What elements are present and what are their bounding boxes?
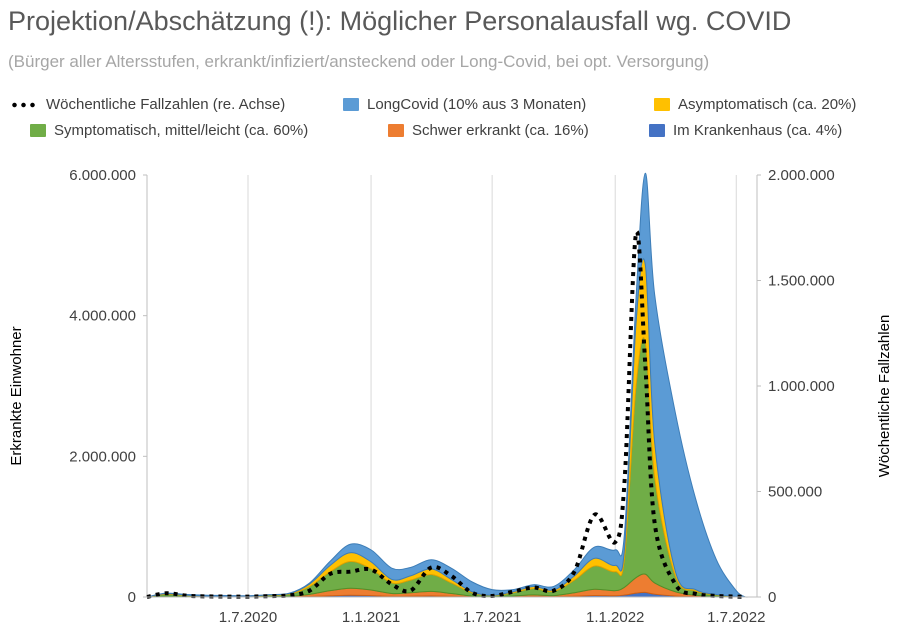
- chart-subtitle: (Bürger aller Altersstufen, erkrankt/inf…: [8, 52, 710, 71]
- legend-item-krankenhaus[interactable]: Im Krankenhaus (ca. 4%): [649, 122, 842, 139]
- legend-label: Schwer erkrankt (ca. 16%): [412, 122, 589, 139]
- x-tick-label: 1.7.2022: [707, 609, 765, 626]
- y-tick-label: 0: [128, 589, 136, 606]
- x-tick-label: 1.1.2022: [586, 609, 644, 626]
- y2-axis-title: Wöchentliche Fallzahlen: [876, 315, 893, 478]
- y2-tick-label: 0: [768, 589, 776, 606]
- symptomatisch-swatch-icon: [30, 124, 46, 137]
- legend-label: LongCovid (10% aus 3 Monaten): [367, 96, 587, 113]
- longcovid-swatch-icon: [343, 98, 359, 111]
- legend-item-symptomatisch[interactable]: Symptomatisch, mittel/leicht (ca. 60%): [30, 122, 308, 139]
- chart-title: Projektion/Abschätzung (!): Möglicher Pe…: [8, 6, 792, 36]
- y2-tick-label: 2.000.000: [768, 167, 835, 184]
- legend-item-longcovid[interactable]: LongCovid (10% aus 3 Monaten): [343, 96, 586, 113]
- legend-item-schwer[interactable]: Schwer erkrankt (ca. 16%): [388, 122, 589, 139]
- legend-label: Im Krankenhaus (ca. 4%): [673, 122, 843, 139]
- x-tick-label: 1.7.2020: [219, 609, 277, 626]
- y-tick-label: 6.000.000: [69, 167, 136, 184]
- legend-item-fallzahlen[interactable]: Wöchentliche Fallzahlen (re. Achse): [10, 96, 285, 113]
- y2-tick-label: 500.000: [768, 484, 822, 501]
- y2-tick-label: 1.500.000: [768, 273, 835, 290]
- y-axis-title: Erkrankte Einwohner: [8, 326, 25, 465]
- x-tick-label: 1.7.2021: [463, 609, 521, 626]
- y-tick-label: 2.000.000: [69, 448, 136, 465]
- schwer-swatch-icon: [388, 124, 404, 137]
- legend: Wöchentliche Fallzahlen (re. Achse) Long…: [0, 96, 915, 144]
- legend-item-asymptomatisch[interactable]: Asymptomatisch (ca. 20%): [654, 96, 856, 113]
- legend-label: Asymptomatisch (ca. 20%): [678, 96, 857, 113]
- legend-label: Symptomatisch, mittel/leicht (ca. 60%): [54, 122, 309, 139]
- asymptomatisch-swatch-icon: [654, 98, 670, 111]
- x-tick-label: 1.1.2021: [342, 609, 400, 626]
- y2-tick-label: 1.000.000: [768, 378, 835, 395]
- legend-label: Wöchentliche Fallzahlen (re. Achse): [46, 96, 286, 113]
- y-tick-label: 4.000.000: [69, 308, 136, 325]
- krankenhaus-swatch-icon: [649, 124, 665, 137]
- dotted-line-icon: [10, 101, 38, 108]
- line-series-fallzahlen: [146, 229, 746, 599]
